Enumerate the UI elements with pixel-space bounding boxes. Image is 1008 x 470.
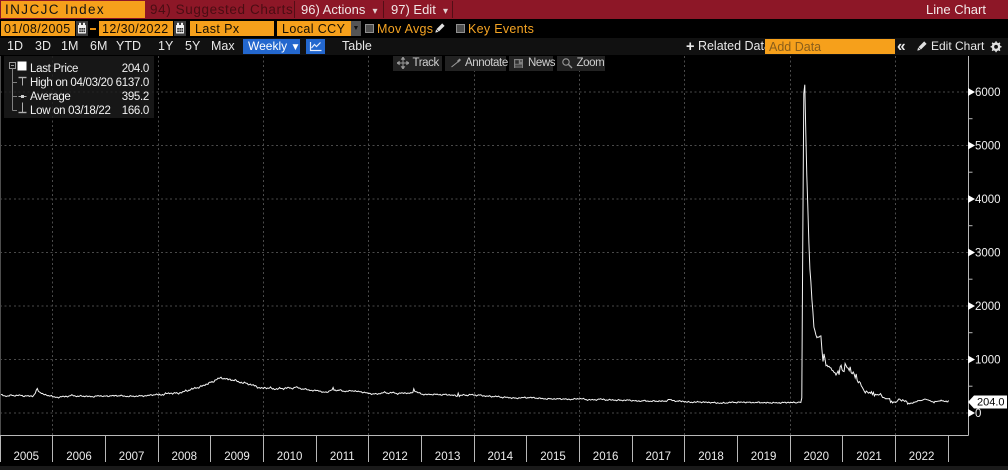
svg-text:2008: 2008 bbox=[172, 451, 198, 463]
svg-text:3000: 3000 bbox=[975, 248, 1001, 260]
svg-text:204.0: 204.0 bbox=[977, 397, 1005, 409]
svg-text:5000: 5000 bbox=[975, 141, 1001, 153]
svg-text:2011: 2011 bbox=[330, 451, 355, 463]
svg-text:1000: 1000 bbox=[975, 355, 1001, 367]
svg-text:2013: 2013 bbox=[435, 451, 461, 463]
svg-text:2005: 2005 bbox=[14, 451, 40, 463]
svg-text:2000: 2000 bbox=[975, 301, 1001, 313]
svg-text:2020: 2020 bbox=[804, 451, 830, 463]
svg-text:2021: 2021 bbox=[856, 451, 882, 463]
svg-text:2015: 2015 bbox=[540, 451, 566, 463]
svg-text:2010: 2010 bbox=[277, 451, 303, 463]
svg-text:2007: 2007 bbox=[119, 451, 145, 463]
svg-text:4000: 4000 bbox=[975, 194, 1001, 206]
svg-text:2016: 2016 bbox=[593, 451, 619, 463]
svg-text:2017: 2017 bbox=[646, 451, 672, 463]
svg-text:2009: 2009 bbox=[224, 451, 250, 463]
svg-text:2022: 2022 bbox=[909, 451, 935, 463]
svg-text:2012: 2012 bbox=[382, 451, 408, 463]
svg-text:6000: 6000 bbox=[975, 87, 1001, 99]
svg-text:2014: 2014 bbox=[488, 451, 514, 463]
svg-text:2019: 2019 bbox=[751, 451, 777, 463]
svg-text:2018: 2018 bbox=[698, 451, 724, 463]
svg-text:2006: 2006 bbox=[66, 451, 92, 463]
svg-text:0: 0 bbox=[975, 408, 981, 420]
